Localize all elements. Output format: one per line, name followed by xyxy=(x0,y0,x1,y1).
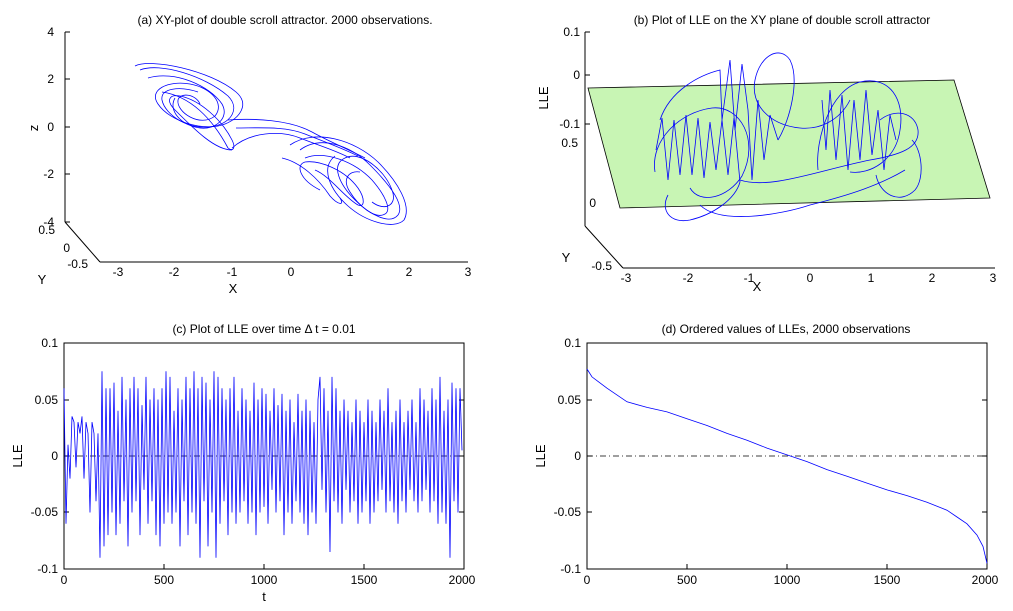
panel-d-x-tick: 1000 xyxy=(774,573,801,587)
panel-d-x-tick: 2000 xyxy=(972,573,999,587)
panel-c-x-tick: 1000 xyxy=(251,573,278,587)
panel-d-y-tick: 0.1 xyxy=(564,336,581,350)
panel-b-x-tick: -2 xyxy=(683,271,694,285)
panel-a-x-tick: 2 xyxy=(406,265,413,279)
panel-b-z-tick: 0 xyxy=(573,68,580,82)
panel-a-z-tick: -4 xyxy=(43,215,54,229)
panel-c-series xyxy=(63,371,463,558)
panel-b-y-tick: 0 xyxy=(589,196,596,210)
panel-a-x-tick: -2 xyxy=(169,265,180,279)
panel-b: (b) Plot of LLE on the XY plane of doubl… xyxy=(536,13,997,294)
panel-a-y-tick: -0.5 xyxy=(67,257,88,271)
panel-d-x-ticks: 0 500 1000 1500 2000 xyxy=(584,564,999,587)
panel-b-x-label: X xyxy=(753,279,762,294)
panel-c-y-tick: -0.1 xyxy=(37,562,58,576)
panel-a-x-tick: -3 xyxy=(113,265,124,279)
panel-d-y-tick: 0.05 xyxy=(558,393,582,407)
panel-c: (c) Plot of LLE over time Δ t = 0.01 0.1… xyxy=(10,322,476,604)
panel-a-x-tick: 1 xyxy=(347,265,354,279)
panel-c-x-tick: 1500 xyxy=(351,573,378,587)
panel-d-series xyxy=(586,368,988,564)
panel-b-x-tick: -1 xyxy=(744,271,755,285)
panel-c-x-tick: 0 xyxy=(61,573,68,587)
panel-a-x-tick: -1 xyxy=(227,265,238,279)
panel-b-y-label: Y xyxy=(562,250,571,265)
panel-b-z-label: LLE xyxy=(536,86,551,109)
panel-b-y-ticks: 0.5 0 -0.5 xyxy=(561,136,612,273)
panel-b-x-tick: 3 xyxy=(990,271,997,285)
panel-a: (a) XY-plot of double scroll attractor. … xyxy=(26,13,472,296)
panel-a-z-tick: 4 xyxy=(47,25,54,39)
panel-a-y-ticks: 0.5 0 -0.5 xyxy=(38,223,88,271)
panel-d-y-tick: -0.1 xyxy=(560,562,581,576)
panel-a-x-tick: 0 xyxy=(288,265,295,279)
panel-c-y-tick: -0.05 xyxy=(31,505,59,519)
panel-b-x-tick: 1 xyxy=(868,271,875,285)
panel-c-x-label: t xyxy=(262,589,266,604)
panel-c-y-label: LLE xyxy=(10,444,25,467)
panel-c-x-tick: 500 xyxy=(154,573,174,587)
panel-b-lle-trajectory xyxy=(654,52,922,222)
panel-a-x-ticks-b: -1 0 1 2 3 xyxy=(227,265,472,279)
panel-a-x-label: X xyxy=(229,281,238,296)
panel-d-x-tick: 1500 xyxy=(874,573,901,587)
panel-c-y-tick: 0 xyxy=(51,449,58,463)
panel-b-z-tick: 0.1 xyxy=(563,25,580,39)
panel-a-x-tick: 3 xyxy=(465,265,472,279)
panel-a-title: (a) XY-plot of double scroll attractor. … xyxy=(137,13,432,27)
panel-b-x-tick: 0 xyxy=(807,271,814,285)
panel-a-z-ticks: 4 2 0 -2 -4 xyxy=(43,25,70,229)
panel-a-z-tick: 2 xyxy=(47,72,54,86)
panel-b-z-ticks: 0.1 0 -0.1 xyxy=(559,25,590,131)
panel-c-x-ticks: 0 500 1000 1500 2000 xyxy=(61,564,476,587)
panel-b-y-axis xyxy=(584,225,624,269)
panel-b-x-tick: 2 xyxy=(929,271,936,285)
panel-d-title: (d) Ordered values of LLEs, 2000 observa… xyxy=(662,322,911,336)
panel-c-y-tick: 0.1 xyxy=(41,336,58,350)
panel-d-y-tick: 0 xyxy=(574,449,581,463)
panel-b-title: (b) Plot of LLE on the XY plane of doubl… xyxy=(634,13,931,27)
panel-c-x-tick: 2000 xyxy=(449,573,476,587)
panel-a-y-tick: 0 xyxy=(63,241,70,255)
panel-d-x-tick: 500 xyxy=(677,573,697,587)
panel-a-attractor xyxy=(134,63,366,159)
panel-a-z-tick: 0 xyxy=(47,120,54,134)
panel-b-lle-plane xyxy=(587,79,991,209)
panel-a-y-axis xyxy=(64,221,101,263)
panel-c-y-ticks: 0.1 0.05 0 -0.05 -0.1 xyxy=(31,336,464,576)
panel-a-z-label: z xyxy=(26,125,41,132)
panel-b-y-tick: 0.5 xyxy=(561,136,578,150)
panel-a-z-tick: -2 xyxy=(43,167,54,181)
panel-d-y-ticks: 0.1 0.05 0 -0.05 -0.1 xyxy=(554,336,987,576)
panel-a-y-tick: 0.5 xyxy=(38,223,55,237)
panel-b-x-tick: -3 xyxy=(621,271,632,285)
panel-d-y-tick: -0.05 xyxy=(554,505,582,519)
panel-a-y-label: Y xyxy=(38,272,47,287)
panel-d: (d) Ordered values of LLEs, 2000 observa… xyxy=(533,322,999,587)
panel-d-x-tick: 0 xyxy=(584,573,591,587)
panel-b-x-ticks: -3 -2 -1 0 1 2 3 xyxy=(621,271,997,285)
panel-d-y-label: LLE xyxy=(533,444,548,467)
panel-a-attractor-right xyxy=(281,136,407,225)
panel-c-title: (c) Plot of LLE over time Δ t = 0.01 xyxy=(172,322,355,336)
panel-c-y-tick: 0.05 xyxy=(35,393,59,407)
panel-a-x-ticks: -3 -2 xyxy=(113,265,180,279)
panel-b-y-tick: -0.5 xyxy=(591,259,612,273)
panel-b-z-tick: -0.1 xyxy=(559,117,580,131)
